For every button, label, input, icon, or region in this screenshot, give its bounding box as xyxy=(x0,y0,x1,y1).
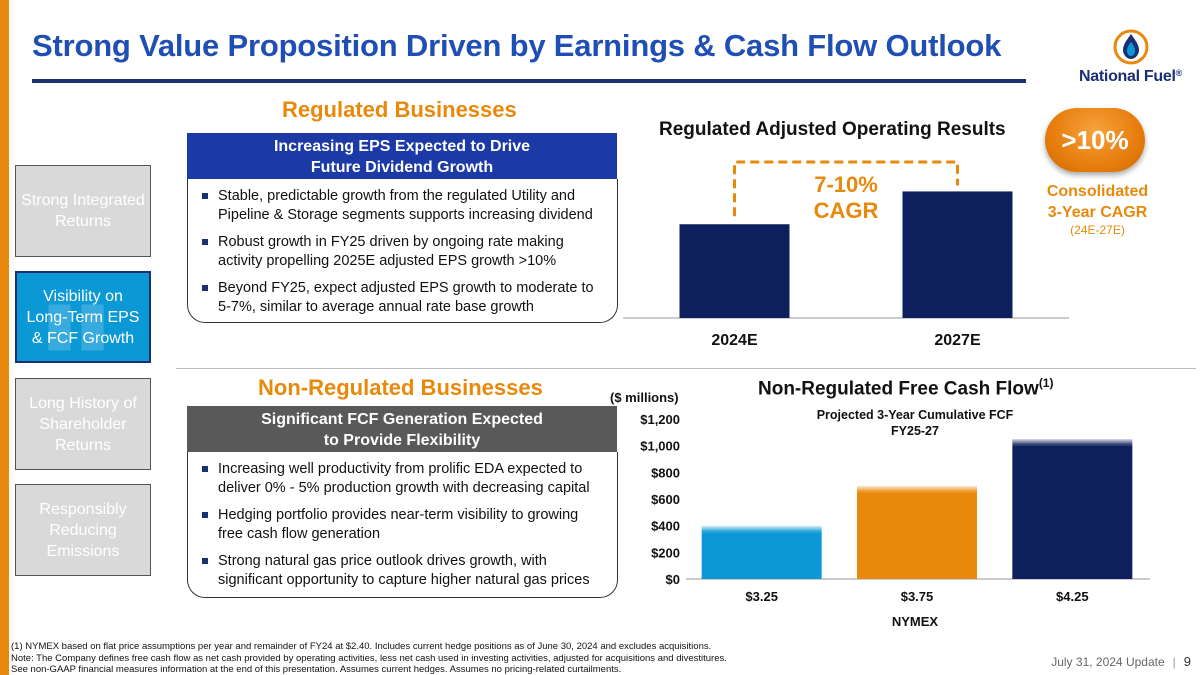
fcf-title-text: Non-Regulated Free Cash Flow xyxy=(758,378,1039,400)
y-tick-label: $1,000 xyxy=(640,439,680,454)
page-title: Strong Value Proposition Driven by Earni… xyxy=(32,28,1002,63)
footer-separator: | xyxy=(1172,655,1176,669)
nav-label: Long History of Shareholder Returns xyxy=(29,394,137,454)
regulated-panel-body: Stable, predictable growth from the regu… xyxy=(187,179,618,323)
section-divider xyxy=(176,368,1196,369)
panel-title-line2: Future Dividend Growth xyxy=(310,159,494,176)
footer: July 31, 2024 Update | 9 xyxy=(1051,654,1191,669)
accent-bar xyxy=(0,0,9,675)
bullet-item: Stable, predictable growth from the regu… xyxy=(200,187,607,225)
fcf-title-footnote: (1) xyxy=(1038,376,1054,390)
panel-title-line1: Increasing EPS Expected to Drive xyxy=(273,138,531,155)
fcf-units-label: ($ millions) xyxy=(610,390,679,405)
y-tick-label: $400 xyxy=(651,519,680,534)
logo-registered-mark: ® xyxy=(1175,68,1183,78)
regulated-chart: 2024E 2027E 7-10%CAGR xyxy=(623,160,1069,349)
y-tick-label: $0 xyxy=(666,572,680,587)
bar-2027e xyxy=(902,191,1013,318)
nav-label: Strong Integrated Returns xyxy=(21,192,145,230)
fcf-chart-title: Non-Regulated Free Cash Flow(1) xyxy=(758,376,1053,400)
cagr-bracket xyxy=(733,160,959,217)
x-axis-label: NYMEX xyxy=(892,614,939,629)
bullet-item: Strong natural gas price outlook drives … xyxy=(200,552,607,590)
y-tick-label: $800 xyxy=(651,465,680,480)
y-tick-label: $600 xyxy=(651,492,680,507)
regulated-section-title: Regulated Businesses xyxy=(282,97,517,122)
fcf-bar-range xyxy=(857,485,977,493)
cagr-label: Consolidated 3-Year CAGR xyxy=(1035,181,1160,223)
y-tick-label: $1,200 xyxy=(640,412,680,427)
cagr-label-line1: Consolidated xyxy=(1046,183,1149,200)
nonregulated-panel-body: Increasing well productivity from prolif… xyxy=(187,452,618,598)
footnote-line: Note: The Company defines free cash flow… xyxy=(11,652,727,664)
footnotes: (1) NYMEX based on flat price assumption… xyxy=(11,641,727,675)
fcf-bar-range xyxy=(1012,439,1133,446)
cagr-annotation-line2: CAGR xyxy=(814,198,879,223)
fcf-bar xyxy=(857,492,977,579)
fcf-bar-range xyxy=(701,525,822,533)
fcf-subtitle-line1: Projected 3-Year Cumulative FCF xyxy=(817,408,1014,422)
nav-visibility-eps-fcf[interactable]: ▮▮ Visibility on Long-Term EPS & FCF Gro… xyxy=(15,271,151,363)
x-tick-label: $3.25 xyxy=(745,589,778,604)
fcf-subtitle-line2: FY25-27 xyxy=(891,424,939,438)
nav-label: Responsibly Reducing Emissions xyxy=(39,500,127,560)
nonregulated-section-title: Non-Regulated Businesses xyxy=(258,375,543,400)
regulated-chart-title: Regulated Adjusted Operating Results xyxy=(659,119,1006,140)
footer-date: July 31, 2024 Update xyxy=(1051,655,1165,669)
cagr-badge: >10% xyxy=(1045,108,1145,172)
y-tick-label: $200 xyxy=(651,545,680,560)
bullet-item: Increasing well productivity from prolif… xyxy=(200,460,607,498)
fcf-bar xyxy=(701,532,822,579)
flame-icon xyxy=(1113,29,1148,65)
nonregulated-panel-header: Significant FCF Generation Expected to P… xyxy=(187,406,617,452)
logo-text: National Fuel xyxy=(1079,68,1176,85)
x-tick-label: $4.25 xyxy=(1056,589,1089,604)
nav-reducing-emissions[interactable]: Responsibly Reducing Emissions xyxy=(15,484,151,576)
bullet-item: Hedging portfolio provides near-term vis… xyxy=(200,506,607,544)
bar-2024e xyxy=(679,224,790,318)
cagr-annotation-line1: 7-10% xyxy=(814,172,878,197)
page-number: 9 xyxy=(1183,654,1191,669)
footnote-line: See non-GAAP financial measures informat… xyxy=(11,664,622,675)
panel-title-line2: to Provide Flexibility xyxy=(323,432,481,449)
chart-watermark-icon: ▮▮ xyxy=(43,289,110,356)
nav-label: Visibility on Long-Term EPS & FCF Growth xyxy=(26,287,140,347)
cagr-period: (24E-27E) xyxy=(1070,223,1125,237)
x-tick-label: $3.75 xyxy=(901,589,934,604)
x-tick-label: 2027E xyxy=(934,332,981,349)
x-tick-label: 2024E xyxy=(711,332,758,349)
company-logo: National Fuel® xyxy=(1068,28,1193,86)
nav-shareholder-returns[interactable]: Long History of Shareholder Returns xyxy=(15,378,151,470)
bullet-item: Beyond FY25, expect adjusted EPS growth … xyxy=(200,279,607,317)
nav-strong-integrated-returns[interactable]: Strong Integrated Returns xyxy=(15,165,151,257)
footnote-line: (1) NYMEX based on flat price assumption… xyxy=(11,641,712,652)
title-underline xyxy=(32,79,1026,83)
regulated-panel-header: Increasing EPS Expected to Drive Future … xyxy=(187,133,617,179)
fcf-bar xyxy=(1012,445,1133,579)
fcf-chart: $0 $200 $400 $600 $800 $1,000 $1,200 $3.25 $3.75… xyxy=(640,408,1150,629)
bullet-item: Robust growth in FY25 driven by ongoing … xyxy=(200,233,607,271)
cagr-label-line2: 3-Year CAGR xyxy=(1047,204,1148,221)
panel-title-line1: Significant FCF Generation Expected xyxy=(261,411,543,428)
